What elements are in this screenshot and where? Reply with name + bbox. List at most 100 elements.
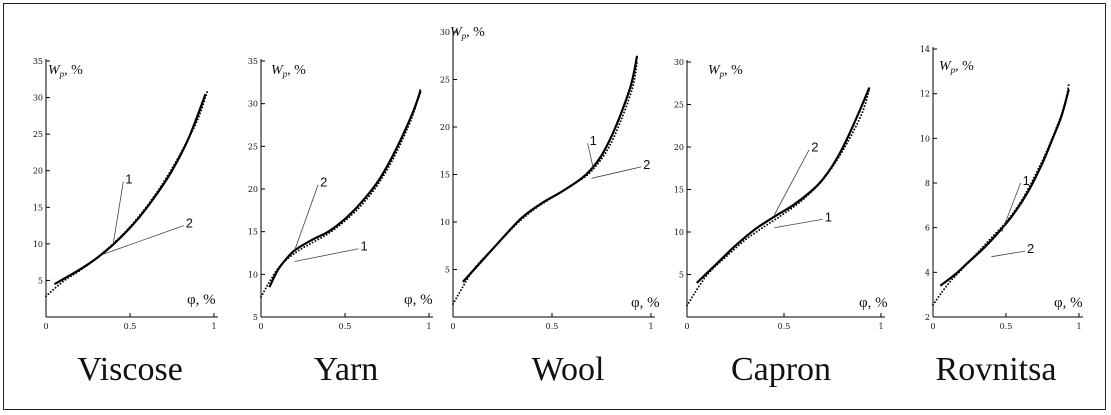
series-dot — [150, 198, 153, 201]
series-dot — [867, 92, 870, 95]
series-dot — [1027, 188, 1030, 190]
x-tick-label: 1 — [211, 322, 216, 331]
series-dot — [188, 135, 191, 138]
series-dot — [520, 219, 522, 221]
callout-label: 1 — [125, 172, 132, 187]
y-tick-label: 6 — [925, 224, 930, 233]
series-dot — [184, 144, 186, 147]
y-tick-label: 15 — [674, 186, 684, 195]
series-dot — [108, 246, 111, 249]
y-tick-label: 10 — [920, 134, 930, 143]
series-dot — [802, 197, 805, 200]
series-dot — [599, 160, 601, 162]
series-dot — [418, 92, 421, 95]
series-dot — [861, 111, 864, 114]
chart-panel-4: 5 10 15 20 25 30 0 0.5 1 Wp, % φ, % 2 1 Capron — [666, 4, 891, 388]
series-dot — [842, 148, 845, 151]
series-dot — [1008, 217, 1010, 220]
series-dot — [202, 103, 205, 106]
series-dot — [119, 235, 122, 238]
series-dot — [72, 273, 75, 276]
series-dot — [725, 255, 728, 257]
series-dot — [269, 279, 272, 282]
series-dot — [933, 301, 936, 304]
series-dot — [189, 132, 192, 135]
series-dot — [1019, 201, 1022, 204]
series-dot — [600, 157, 603, 160]
series-dots-2 — [452, 62, 638, 305]
series-dot — [713, 265, 716, 268]
series-dot — [490, 248, 493, 251]
series-dot — [814, 186, 817, 189]
series-dot — [372, 190, 375, 193]
callout-leader — [587, 143, 594, 170]
series-dot — [381, 176, 384, 179]
series-dot — [529, 210, 532, 213]
series-dot — [820, 179, 823, 182]
series-dot — [1054, 130, 1057, 132]
series-dot — [139, 214, 141, 216]
series-dot — [1059, 115, 1062, 118]
series-dot — [182, 147, 185, 149]
series-dot — [159, 185, 162, 188]
series-dot — [134, 219, 137, 221]
series-dot — [760, 227, 763, 230]
series-dot — [331, 230, 333, 233]
series-dot — [314, 239, 317, 242]
series-dot — [1058, 118, 1061, 121]
series-dot — [187, 138, 189, 141]
series-dot — [83, 266, 86, 269]
series-dot — [206, 91, 209, 94]
series-dot — [204, 97, 207, 100]
series-dot — [837, 156, 840, 159]
series-dot — [845, 142, 848, 145]
series-dot — [1065, 96, 1068, 99]
series-dot — [709, 270, 712, 273]
series-dot — [627, 99, 630, 102]
panel-title: Viscose — [77, 351, 183, 388]
callout-leader — [294, 248, 359, 262]
series-dot — [807, 193, 810, 196]
series-dot — [848, 137, 851, 139]
series-dot — [866, 95, 869, 98]
x-tick-label: 1 — [1076, 322, 1081, 331]
series-dot — [414, 107, 416, 110]
series-dot — [1030, 182, 1033, 185]
callout-label: 2 — [811, 140, 818, 155]
series-dot — [355, 209, 358, 212]
y-tick-label: 15 — [248, 228, 258, 237]
series-dot — [177, 155, 180, 158]
series-dot — [564, 188, 567, 191]
series-dot — [1046, 147, 1049, 150]
callout-leader — [294, 184, 319, 251]
series-dot — [816, 184, 819, 187]
series-dot — [176, 158, 179, 161]
series-dot — [88, 262, 91, 265]
series-dot — [755, 230, 758, 233]
series-dot — [628, 96, 631, 99]
series-dot — [551, 196, 554, 199]
x-tick-label: 0 — [450, 322, 455, 331]
y-tick-label: 4 — [925, 268, 930, 277]
y-tick-label: 2 — [925, 313, 930, 322]
series-dot — [56, 284, 59, 287]
series-dot — [1015, 207, 1018, 210]
y-tick-label: 5 — [38, 276, 43, 285]
series-dot — [752, 232, 755, 235]
series-dot — [771, 220, 774, 223]
series-dot — [1066, 93, 1069, 96]
series-dot — [377, 182, 380, 185]
y-tick-label: 20 — [440, 123, 450, 132]
series-dot — [1045, 150, 1048, 153]
series-dot — [945, 285, 948, 288]
series-dot — [620, 117, 623, 120]
series-dot — [839, 153, 842, 156]
series-dot — [122, 233, 124, 236]
series-dot — [1028, 185, 1031, 188]
series-dot — [635, 65, 638, 68]
series-dot — [689, 299, 692, 302]
series-dot — [515, 223, 518, 226]
series-dot — [575, 181, 578, 184]
series-dot — [400, 140, 403, 143]
series-dot — [939, 293, 942, 296]
